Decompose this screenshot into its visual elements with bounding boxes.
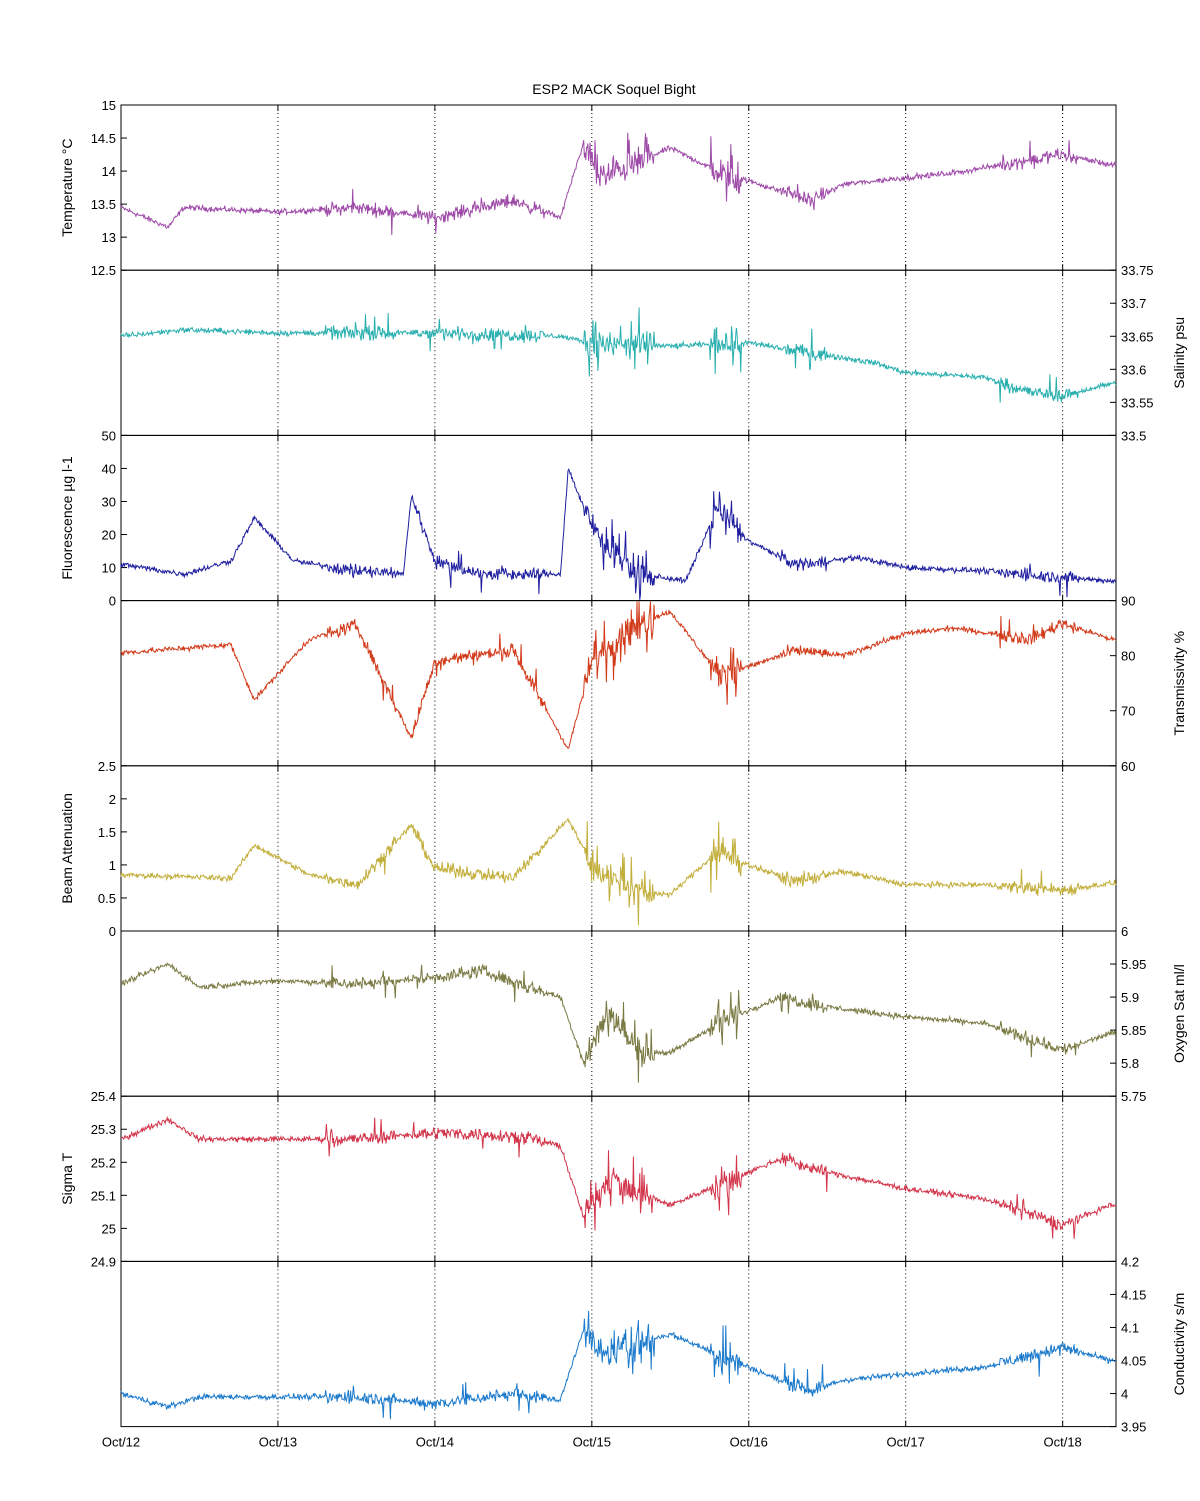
y-tick-label: 0.5 (98, 891, 116, 906)
y-tick-label: 1 (109, 858, 116, 873)
y-tick-label: 25.1 (91, 1188, 116, 1203)
y-tick-label: 14.5 (91, 131, 116, 146)
y-tick-label: 5.85 (1121, 1023, 1146, 1038)
x-tick-label: Oct/12 (102, 1435, 140, 1450)
y-tick-label: 4 (1121, 1387, 1128, 1402)
y-tick-label: 10 (102, 561, 116, 576)
series-line-beam_attenuation (120, 817, 1117, 926)
y-axis-label-fluorescence: Fluorescence µg l-1 (59, 456, 75, 579)
y-tick-label: 33.7 (1121, 296, 1146, 311)
series-line-oxygen_sat (120, 962, 1117, 1083)
y-tick-label: 4.1 (1121, 1320, 1139, 1335)
y-tick-label: 0 (109, 594, 116, 609)
x-axis: Oct/12 Oct/13 Oct/14 Oct/15 Oct/16 Oct/17 Oct/… (102, 1435, 1082, 1450)
y-tick-label: 70 (1121, 704, 1135, 719)
series-line-transmissivity (120, 601, 1117, 749)
y-tick-label: 25.3 (91, 1122, 116, 1137)
y-tick-label: 2 (109, 792, 116, 807)
y-tick-label: 80 (1121, 649, 1135, 664)
panel-conductivity: 3.95 4 4.05 4.1 4.15 4.2 Conductivity s/m (120, 1254, 1187, 1435)
y-tick-label: 20 (102, 528, 116, 543)
y-tick-label: 24.9 (91, 1254, 116, 1269)
y-tick-label: 33.6 (1121, 362, 1146, 377)
y-tick-label: 5.8 (1121, 1056, 1139, 1071)
panel-fluorescence: 0 10 20 30 40 50 Fluorescence µg l-1 (59, 428, 1117, 609)
y-tick-label: 50 (102, 428, 116, 443)
panel-salinity: 33.5 33.55 33.6 33.65 33.7 33.75 Salinity psu (120, 263, 1187, 443)
y-tick-label: 90 (1121, 594, 1135, 609)
y-tick-label: 4.15 (1121, 1287, 1146, 1302)
panel-transmissivity: 60 70 80 90 Transmissivity % (120, 594, 1187, 774)
x-tick-label: Oct/14 (416, 1435, 454, 1450)
panel-beam_attenuation: 0 0.5 1 1.5 2 2.5 Beam Attenuation (59, 759, 1117, 939)
y-tick-label: 30 (102, 494, 116, 509)
y-axis-label-beam_attenuation: Beam Attenuation (59, 793, 75, 904)
y-tick-label: 33.75 (1121, 263, 1154, 278)
y-tick-label: 13 (102, 230, 116, 245)
y-tick-label: 5.75 (1121, 1089, 1146, 1104)
y-axis-label-conductivity: Conductivity s/m (1171, 1293, 1187, 1396)
series-line-sigma_t (120, 1115, 1117, 1239)
panel-frame (120, 1260, 1117, 1428)
y-tick-label: 5.95 (1121, 957, 1146, 972)
y-axis-label-sigma_t: Sigma T (59, 1152, 75, 1204)
y-tick-label: 13.5 (91, 197, 116, 212)
y-axis-label-temperature: Temperature °C (59, 138, 75, 236)
y-tick-label: 1.5 (98, 825, 116, 840)
y-tick-label: 2.5 (98, 759, 116, 774)
x-tick-label: Oct/18 (1043, 1435, 1081, 1450)
y-tick-label: 60 (1121, 759, 1135, 774)
y-tick-label: 6 (1121, 924, 1128, 939)
y-tick-label: 5.9 (1121, 990, 1139, 1005)
x-tick-label: Oct/13 (259, 1435, 297, 1450)
panel-sigma_t: 24.9 25 25.1 25.2 25.3 25.4 Sigma T (59, 1089, 1117, 1269)
y-tick-label: 25.4 (91, 1089, 116, 1104)
series-line-salinity (120, 307, 1117, 403)
x-tick-label: Oct/15 (573, 1435, 611, 1450)
y-tick-label: 0 (109, 924, 116, 939)
y-tick-label: 33.5 (1121, 428, 1146, 443)
x-tick-label: Oct/17 (887, 1435, 925, 1450)
y-axis-label-transmissivity: Transmissivity % (1171, 631, 1187, 736)
y-tick-label: 33.55 (1121, 395, 1154, 410)
y-tick-label: 25.2 (91, 1155, 116, 1170)
y-tick-label: 15 (102, 98, 116, 113)
y-tick-label: 33.65 (1121, 329, 1154, 344)
y-tick-label: 12.5 (91, 263, 116, 278)
series-line-temperature (120, 132, 1117, 236)
y-tick-label: 3.95 (1121, 1420, 1146, 1435)
x-tick-label: Oct/16 (730, 1435, 768, 1450)
y-axis-label-salinity: Salinity psu (1171, 317, 1187, 389)
y-tick-label: 4.2 (1121, 1254, 1139, 1269)
y-tick-label: 14 (102, 164, 116, 179)
y-tick-label: 25 (102, 1221, 116, 1236)
panel-oxygen_sat: 5.75 5.8 5.85 5.9 5.95 6 Oxygen Sat ml/l (120, 924, 1187, 1104)
series-line-fluorescence (120, 467, 1117, 600)
y-axis-label-oxygen_sat: Oxygen Sat ml/l (1171, 964, 1187, 1063)
y-tick-label: 40 (102, 461, 116, 476)
y-tick-label: 4.05 (1121, 1354, 1146, 1369)
chart-title: ESP2 MACK Soquel Bight (532, 81, 696, 97)
series-line-conductivity (120, 1310, 1117, 1420)
